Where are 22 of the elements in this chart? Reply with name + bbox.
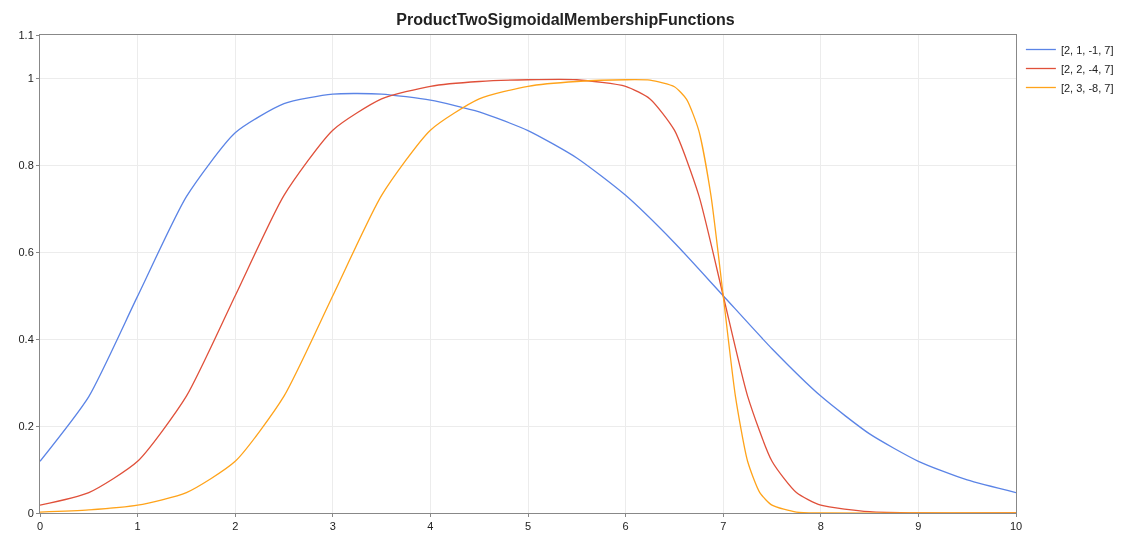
- y-tick-label: 1: [27, 72, 34, 85]
- x-tick-label: 0: [36, 520, 44, 533]
- y-tick-label: 0.2: [18, 419, 34, 432]
- x-tick-label: 4: [427, 520, 434, 533]
- y-tick-label: 0.6: [18, 246, 34, 259]
- x-tick-label: 2: [232, 520, 239, 533]
- y-tick-label: 1.1: [18, 28, 34, 41]
- x-tick-label: 1: [134, 520, 141, 533]
- x-tick-label: 7: [720, 520, 727, 533]
- legend-label: [2, 2, -4, 7]: [1060, 62, 1114, 75]
- legend-label: [2, 3, -8, 7]: [1060, 81, 1114, 94]
- y-tick-label: 0: [27, 506, 34, 519]
- x-tick-label: 10: [1009, 520, 1023, 533]
- y-tick-label: 0.8: [18, 159, 34, 172]
- x-tick-label: 3: [329, 520, 336, 533]
- x-tick-label: 9: [915, 520, 922, 533]
- legend-label: [2, 1, -1, 7]: [1060, 43, 1114, 56]
- x-tick-label: 6: [622, 520, 629, 533]
- y-tick-label: 0.4: [18, 333, 34, 346]
- x-tick-label: 8: [817, 520, 824, 533]
- x-tick-label: 5: [524, 520, 532, 533]
- chart-title: ProductTwoSigmoidalMembershipFunctions: [396, 10, 735, 28]
